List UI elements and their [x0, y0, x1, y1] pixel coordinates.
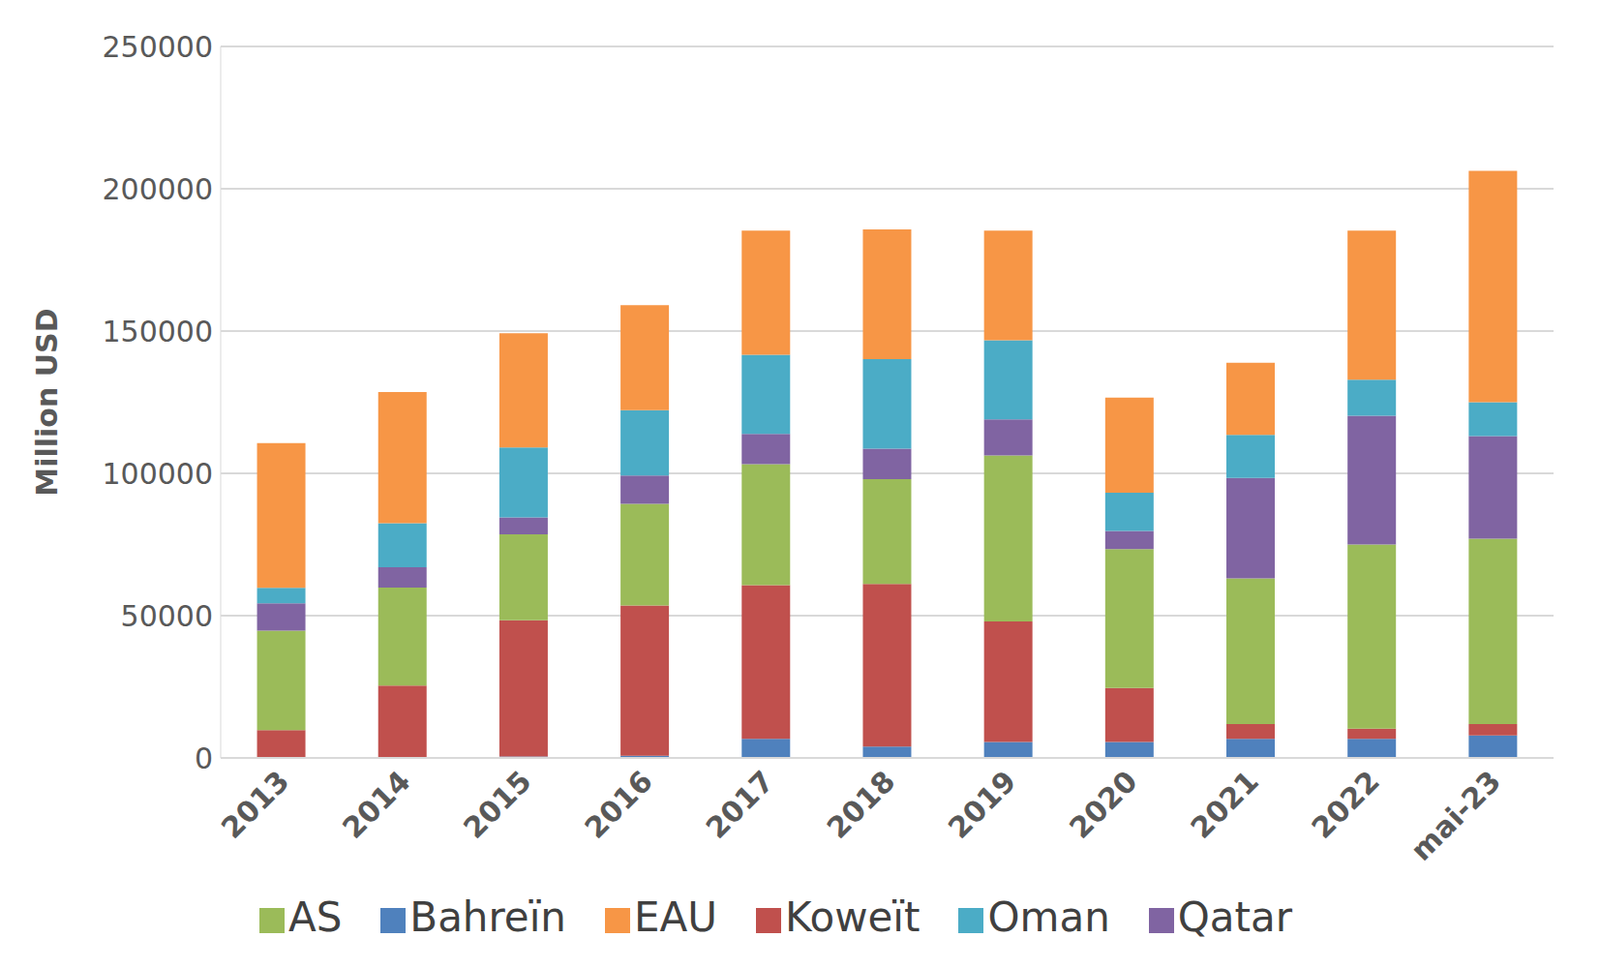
svg-text:150000: 150000 [101, 314, 213, 349]
svg-text:200000: 200000 [101, 172, 213, 207]
svg-text:100000: 100000 [101, 456, 213, 491]
svg-text:2021: 2021 [1183, 763, 1266, 846]
svg-text:Million USD: Million USD [30, 307, 64, 496]
svg-text:mai-23: mai-23 [1403, 763, 1508, 868]
svg-text:0: 0 [194, 741, 213, 776]
svg-text:2019: 2019 [941, 763, 1024, 846]
svg-text:2018: 2018 [820, 763, 903, 846]
html-text:Oman: Oman [987, 893, 1111, 941]
html-text:Koweït: Koweït [784, 893, 921, 941]
svg-text:2016: 2016 [577, 763, 660, 846]
svg-text:2014: 2014 [335, 763, 418, 846]
svg-text:2013: 2013 [214, 763, 297, 846]
svg-text:2022: 2022 [1304, 763, 1387, 846]
svg-text:50000: 50000 [120, 599, 213, 634]
svg-text:2015: 2015 [456, 763, 539, 846]
html-text:Bahreïn: Bahreïn [409, 893, 567, 941]
html-text:EAU: EAU [633, 893, 718, 941]
html-text:Qatar: Qatar [1177, 893, 1293, 941]
svg-text:250000: 250000 [101, 30, 213, 64]
svg-text:2020: 2020 [1062, 763, 1145, 846]
html-text:AS: AS [288, 893, 342, 941]
svg-text:2017: 2017 [698, 763, 781, 846]
